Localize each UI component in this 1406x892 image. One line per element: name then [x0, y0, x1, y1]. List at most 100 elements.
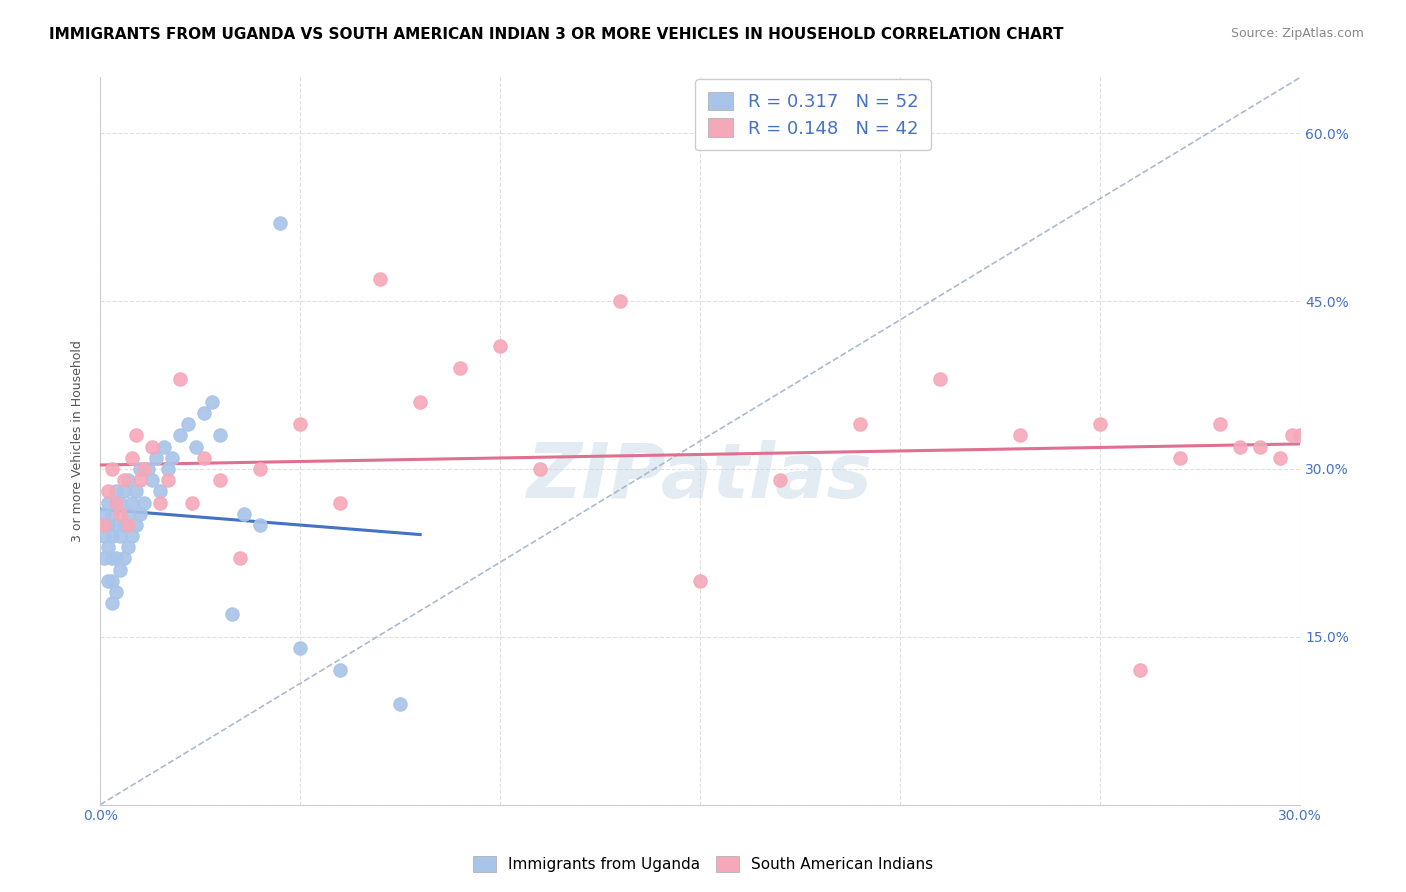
Point	[689, 574, 711, 588]
Point	[121, 450, 143, 465]
Point	[929, 372, 952, 386]
Point	[125, 428, 148, 442]
Point	[105, 585, 128, 599]
Point	[121, 495, 143, 509]
Point	[409, 395, 432, 409]
Y-axis label: 3 or more Vehicles in Household: 3 or more Vehicles in Household	[72, 340, 84, 542]
Point	[1268, 450, 1291, 465]
Point	[233, 507, 256, 521]
Legend: R = 0.317   N = 52, R = 0.148   N = 42: R = 0.317 N = 52, R = 0.148 N = 42	[696, 79, 931, 151]
Point	[117, 507, 139, 521]
Point	[101, 529, 124, 543]
Legend: Immigrants from Uganda, South American Indians: Immigrants from Uganda, South American I…	[465, 848, 941, 880]
Point	[157, 473, 180, 487]
Point	[1129, 664, 1152, 678]
Point	[129, 462, 152, 476]
Point	[105, 484, 128, 499]
Point	[97, 541, 120, 555]
Point	[269, 216, 291, 230]
Point	[125, 484, 148, 499]
Point	[141, 473, 163, 487]
Point	[125, 517, 148, 532]
Point	[97, 574, 120, 588]
Point	[112, 473, 135, 487]
Point	[153, 440, 176, 454]
Point	[1010, 428, 1032, 442]
Point	[177, 417, 200, 432]
Point	[193, 450, 215, 465]
Point	[609, 294, 631, 309]
Point	[136, 462, 159, 476]
Point	[117, 517, 139, 532]
Point	[105, 517, 128, 532]
Point	[105, 551, 128, 566]
Point	[529, 462, 551, 476]
Point	[329, 664, 352, 678]
Point	[181, 495, 204, 509]
Point	[134, 495, 156, 509]
Point	[149, 495, 172, 509]
Point	[1168, 450, 1191, 465]
Point	[1088, 417, 1111, 432]
Point	[141, 440, 163, 454]
Point	[290, 640, 312, 655]
Point	[1249, 440, 1271, 454]
Point	[129, 473, 152, 487]
Point	[108, 563, 131, 577]
Point	[101, 462, 124, 476]
Point	[97, 495, 120, 509]
Point	[93, 507, 115, 521]
Point	[93, 529, 115, 543]
Point	[389, 697, 412, 711]
Point	[186, 440, 208, 454]
Point	[769, 473, 792, 487]
Point	[221, 607, 243, 622]
Text: Source: ZipAtlas.com: Source: ZipAtlas.com	[1230, 27, 1364, 40]
Point	[101, 507, 124, 521]
Point	[121, 529, 143, 543]
Point	[249, 462, 271, 476]
Point	[112, 551, 135, 566]
Point	[193, 406, 215, 420]
Point	[101, 596, 124, 610]
Point	[93, 517, 115, 532]
Point	[209, 473, 232, 487]
Point	[209, 428, 232, 442]
Point	[108, 529, 131, 543]
Point	[157, 462, 180, 476]
Point	[105, 495, 128, 509]
Point	[229, 551, 252, 566]
Point	[134, 462, 156, 476]
Point	[129, 507, 152, 521]
Point	[201, 395, 224, 409]
Point	[169, 372, 191, 386]
Point	[117, 541, 139, 555]
Text: IMMIGRANTS FROM UGANDA VS SOUTH AMERICAN INDIAN 3 OR MORE VEHICLES IN HOUSEHOLD : IMMIGRANTS FROM UGANDA VS SOUTH AMERICAN…	[49, 27, 1064, 42]
Point	[101, 574, 124, 588]
Point	[160, 450, 183, 465]
Point	[449, 361, 471, 376]
Point	[112, 517, 135, 532]
Point	[145, 450, 167, 465]
Point	[1289, 428, 1312, 442]
Point	[101, 551, 124, 566]
Point	[108, 507, 131, 521]
Point	[97, 517, 120, 532]
Point	[97, 484, 120, 499]
Point	[169, 428, 191, 442]
Point	[1209, 417, 1232, 432]
Point	[108, 495, 131, 509]
Text: ZIPatlas: ZIPatlas	[527, 441, 873, 515]
Point	[329, 495, 352, 509]
Point	[368, 272, 391, 286]
Point	[149, 484, 172, 499]
Point	[1229, 440, 1251, 454]
Point	[93, 551, 115, 566]
Point	[290, 417, 312, 432]
Point	[117, 473, 139, 487]
Point	[249, 517, 271, 532]
Point	[1281, 428, 1303, 442]
Point	[112, 484, 135, 499]
Point	[849, 417, 872, 432]
Point	[489, 339, 512, 353]
